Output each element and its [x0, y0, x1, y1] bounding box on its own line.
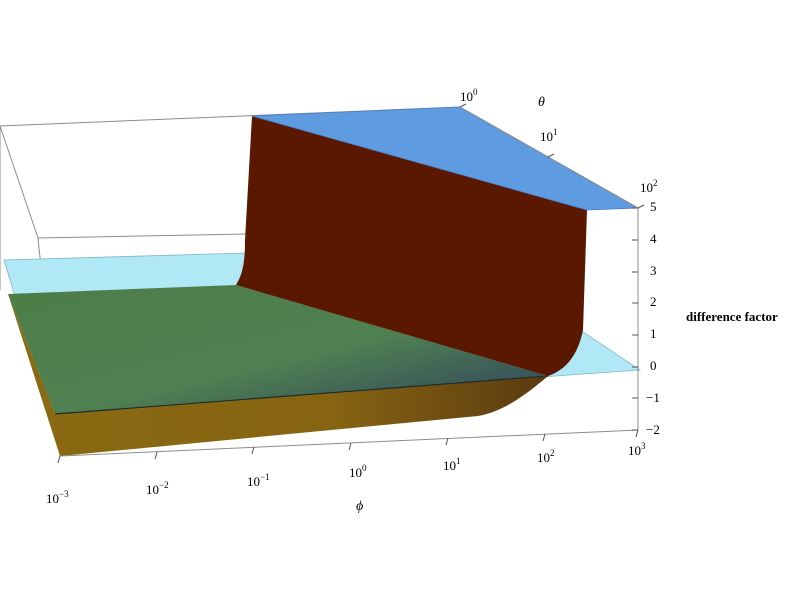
- phi-tick-labels: 10−3 10−2 10−1 100 101 102 103: [46, 441, 646, 506]
- z-tick-label: −2: [646, 422, 660, 437]
- phi-tick-base: 10: [349, 465, 362, 480]
- phi-tick-base: 10: [247, 474, 260, 489]
- phi-tick-base: 10: [443, 458, 456, 473]
- svg-text:101: 101: [443, 456, 461, 473]
- svg-text:100: 100: [349, 463, 367, 480]
- theta-tick-labels: 100 101 102: [460, 87, 658, 195]
- phi-tick-exp: −1: [260, 472, 270, 482]
- theta-tick-base: 10: [540, 129, 553, 144]
- z-axis-ticks: [632, 207, 638, 431]
- phi-tick-base: 10: [628, 443, 641, 458]
- theta-tick-base: 10: [640, 180, 653, 195]
- phi-tick-exp: −2: [159, 480, 169, 490]
- front-edge: [54, 375, 549, 415]
- phi-tick-base: 10: [537, 450, 550, 465]
- wall-surface: [236, 116, 587, 376]
- phi-tick-exp: −3: [59, 489, 69, 499]
- z-tick-label: 1: [650, 326, 657, 341]
- z-tick-label: 4: [650, 231, 657, 246]
- theta-axis-label: θ: [538, 95, 545, 110]
- theta-tick-exp: 2: [653, 178, 658, 188]
- phi-axis-ticks: [57, 429, 639, 464]
- svg-text:10−2: 10−2: [146, 480, 169, 497]
- z-tick-label: 3: [650, 263, 657, 278]
- z-tick-labels: 5 4 3 2 1 0 −1 −2: [646, 199, 660, 437]
- svg-text:10−1: 10−1: [247, 472, 270, 489]
- z-tick-label: 2: [650, 294, 657, 309]
- z-tick-label: −1: [646, 390, 660, 405]
- theta-tick-exp: 0: [473, 87, 478, 97]
- front-face: [8, 294, 548, 456]
- phi-tick-exp: 3: [641, 441, 646, 451]
- theta-tick-exp: 1: [553, 127, 558, 137]
- phi-tick-base: 10: [46, 491, 59, 506]
- theta-axis-ticks: [459, 103, 645, 209]
- svg-text:103: 103: [628, 441, 646, 458]
- z-axis-label: difference factor: [686, 309, 778, 324]
- z-tick-label: 0: [650, 358, 657, 373]
- svg-text:102: 102: [537, 448, 555, 465]
- box-front-edges: [0, 106, 639, 457]
- z-tick-label: 5: [650, 199, 657, 214]
- svg-text:100: 100: [460, 87, 478, 104]
- floor-surface: [8, 285, 548, 414]
- phi-tick-exp: 1: [456, 456, 461, 466]
- svg-text:10−3: 10−3: [46, 489, 69, 506]
- phi-axis-label: ϕ: [356, 499, 363, 514]
- phi-tick-base: 10: [146, 482, 159, 497]
- phi-tick-exp: 2: [550, 448, 555, 458]
- svg-text:101: 101: [540, 127, 558, 144]
- svg-text:102: 102: [640, 178, 658, 195]
- theta-tick-base: 10: [460, 89, 473, 104]
- phi-tick-exp: 0: [362, 463, 367, 473]
